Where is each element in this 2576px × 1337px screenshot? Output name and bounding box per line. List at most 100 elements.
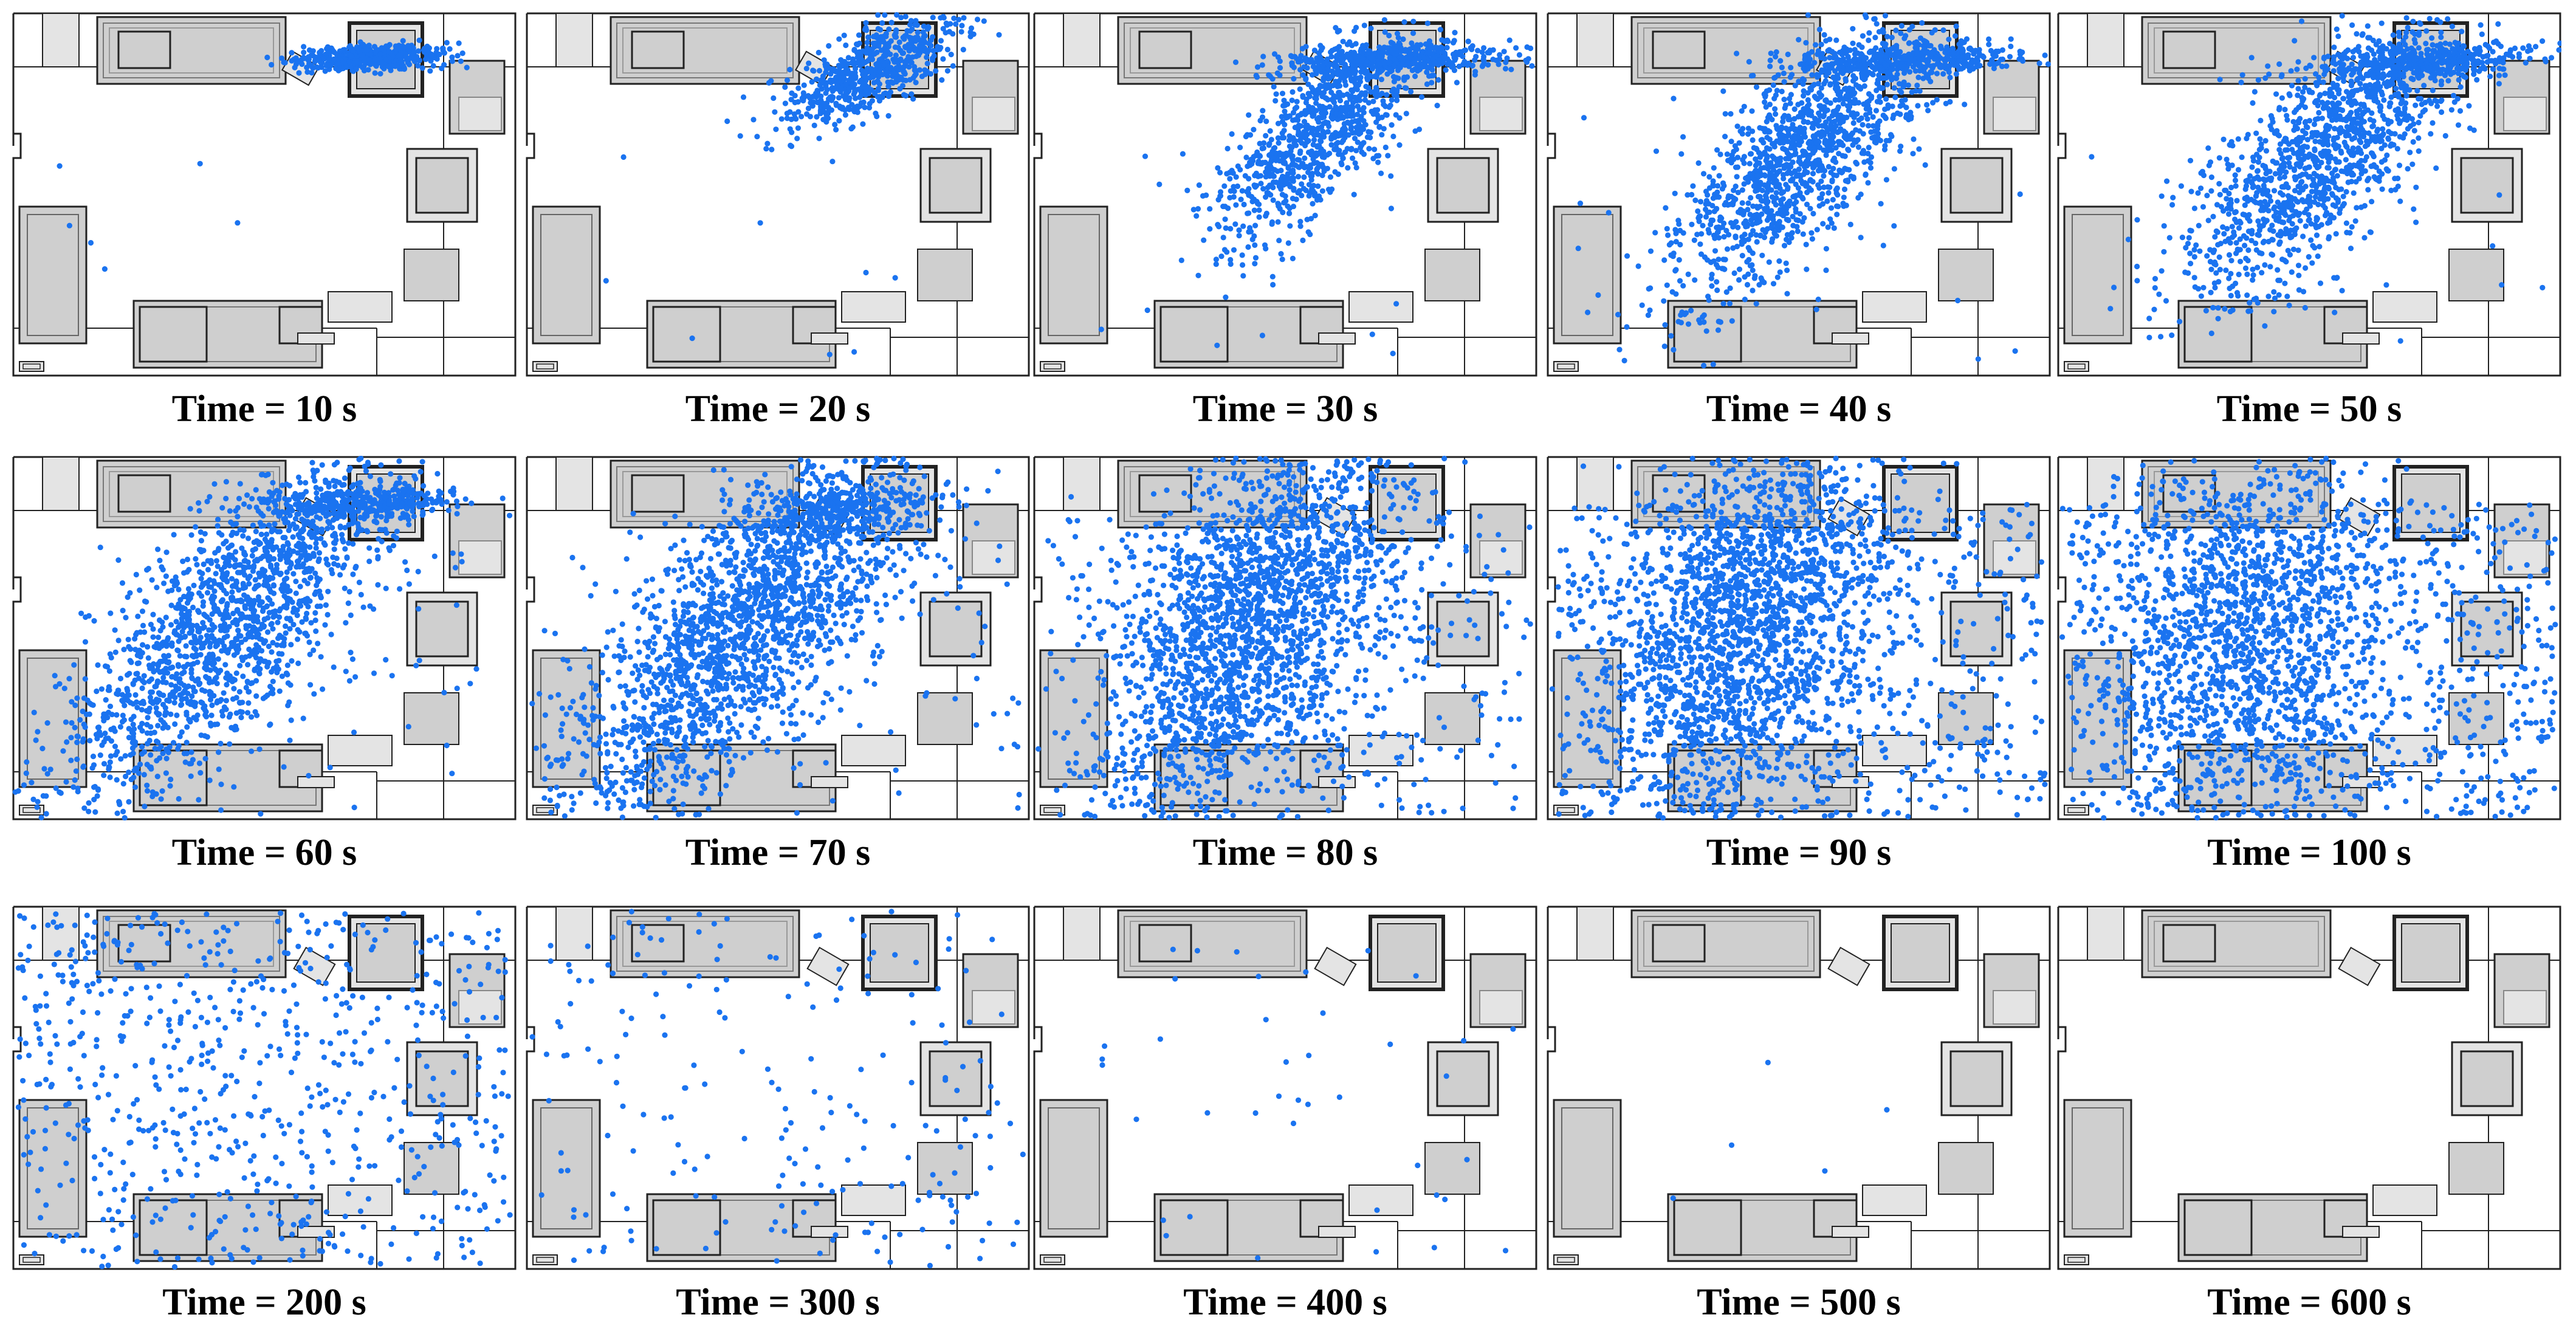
particle <box>875 12 881 18</box>
particle <box>1344 52 1350 57</box>
particle <box>1271 84 1277 89</box>
particle <box>1938 63 1943 68</box>
particle <box>1269 221 1275 227</box>
particle <box>956 17 961 22</box>
particle <box>1502 49 1507 54</box>
particle <box>2271 289 2276 295</box>
particle <box>2352 135 2357 140</box>
particle <box>1265 185 1271 190</box>
particle <box>1246 112 1251 118</box>
particle <box>2496 73 2502 78</box>
particle <box>1804 267 1809 272</box>
particle <box>1410 19 1416 24</box>
particle <box>1780 146 1785 151</box>
particle <box>2295 59 2301 64</box>
particle <box>1779 89 1785 94</box>
particle <box>1296 174 1301 179</box>
particle <box>1875 80 1881 86</box>
particle <box>2276 61 2282 67</box>
particle <box>1706 210 1712 215</box>
particle <box>1669 240 1674 246</box>
particle <box>2487 74 2493 79</box>
particle <box>894 12 899 18</box>
particle <box>1882 147 1887 153</box>
particle <box>1307 182 1312 187</box>
particle <box>1910 151 1915 156</box>
particle <box>1784 237 1789 242</box>
particle <box>1809 72 1815 78</box>
particle <box>1757 160 1762 166</box>
particle <box>1348 104 1353 109</box>
particle <box>1841 44 1847 50</box>
particle <box>1789 72 1795 77</box>
particle <box>1257 141 1263 146</box>
particle <box>1820 201 1826 207</box>
particle <box>1695 208 1700 214</box>
particle <box>1792 106 1798 112</box>
particle <box>2490 49 2496 54</box>
particle <box>2474 77 2479 83</box>
particle <box>1851 174 1856 180</box>
particle <box>1825 184 1830 190</box>
particle <box>1836 66 1841 71</box>
particle <box>1967 68 1973 74</box>
particle <box>906 64 912 69</box>
particle <box>2323 64 2328 69</box>
particle <box>1804 202 1810 207</box>
particle <box>816 136 822 141</box>
particle <box>1823 78 1829 84</box>
particle <box>1249 194 1254 199</box>
particle <box>1725 151 1730 157</box>
particle <box>2233 177 2238 183</box>
particle <box>1742 274 1747 280</box>
particle <box>621 154 627 160</box>
particle <box>1750 222 1755 227</box>
particle <box>1232 221 1238 227</box>
particle <box>325 44 331 50</box>
particle <box>264 55 270 60</box>
particle <box>1504 55 1510 61</box>
left-cabinet <box>2064 207 2131 343</box>
particle <box>2296 247 2301 253</box>
particle <box>441 62 447 67</box>
particle <box>2192 254 2197 259</box>
particle <box>1408 89 1413 94</box>
particle <box>1258 180 1263 186</box>
particle <box>1847 86 1852 91</box>
particle <box>795 125 801 131</box>
particle <box>1311 112 1316 117</box>
particle <box>919 74 925 79</box>
particle <box>1400 58 1406 63</box>
particle <box>1819 42 1824 47</box>
particle <box>348 54 354 60</box>
particle <box>1246 186 1251 191</box>
particle <box>1355 128 1360 133</box>
particle <box>1221 184 1227 189</box>
particle <box>872 51 878 57</box>
particle <box>1860 33 1866 39</box>
particle <box>826 43 831 49</box>
particle <box>1733 235 1739 240</box>
particle <box>959 29 964 35</box>
particle <box>1390 351 1396 356</box>
particle <box>750 117 756 122</box>
particle <box>1747 59 1752 64</box>
particle <box>1286 137 1292 143</box>
particle <box>1379 77 1384 82</box>
particle <box>1313 153 1319 159</box>
particle <box>1840 201 1846 206</box>
particle <box>2266 72 2272 77</box>
particle <box>888 79 894 84</box>
particle <box>1790 214 1796 219</box>
particle <box>2397 199 2403 204</box>
particle <box>1866 91 1872 97</box>
particle <box>1836 151 1841 156</box>
particle <box>1715 230 1720 235</box>
particle <box>1375 68 1381 74</box>
particle <box>1916 61 1922 66</box>
particle <box>2198 185 2203 191</box>
room-plan <box>2057 12 2561 377</box>
particle <box>1325 66 1331 72</box>
particle <box>1403 48 1408 53</box>
particle <box>1793 126 1798 132</box>
